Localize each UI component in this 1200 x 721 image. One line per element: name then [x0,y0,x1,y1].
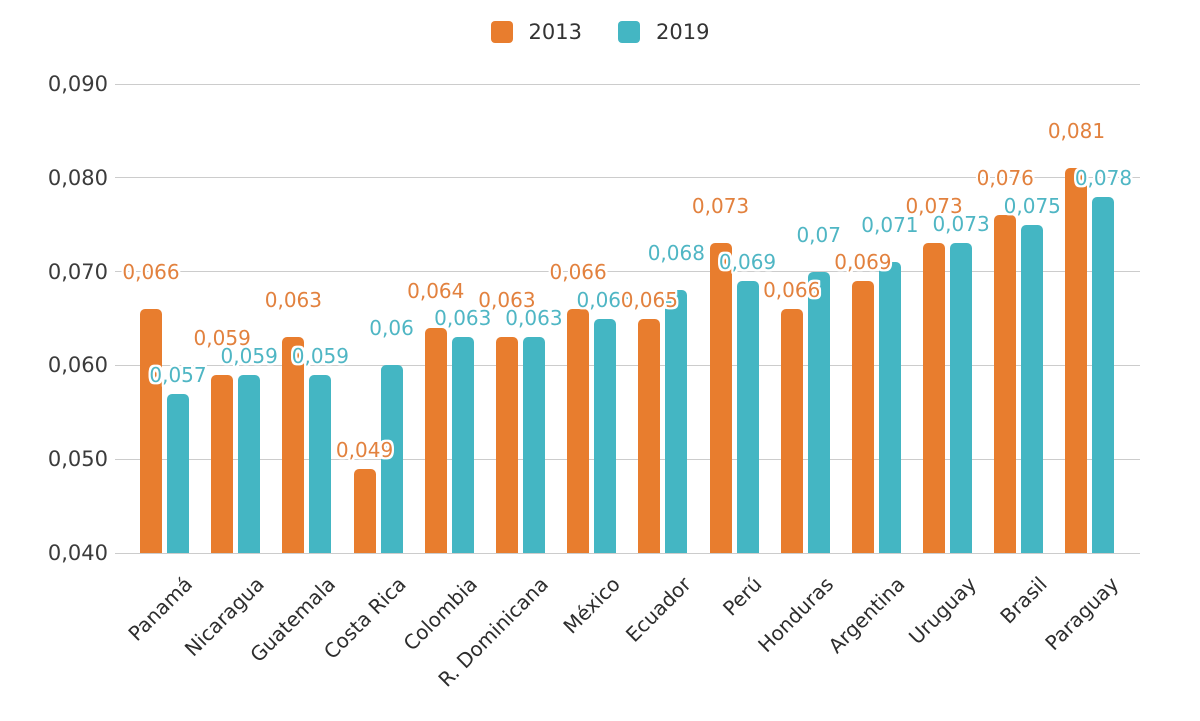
bar-2013 [282,337,305,553]
bar-value-label-2013: 0,063 [478,288,536,313]
legend-item-2013: 2013 [490,20,582,44]
gridline [115,271,1140,273]
bar-2013 [709,243,732,553]
y-axis-tick-label: 0,040 [47,541,108,565]
x-axis-category-label: Ecuador [621,572,696,647]
bar-value-label-2013: 0,066 [763,278,821,303]
legend-item-2019: 2019 [618,20,709,44]
legend-swatch-2019 [618,21,640,43]
bar-2013 [780,309,803,553]
chart-legend: 2013 2019 [0,14,1200,50]
gridline [115,83,1140,85]
y-axis-tick-label: 0,050 [47,447,108,472]
x-axis-category-label: Paraguay [1039,572,1123,655]
bar-2019 [950,243,973,553]
bar-value-label-2013: 0,076 [976,166,1034,191]
x-axis-category-label: Panamá [123,572,198,646]
bar-value-label-2019: 0,06 [369,316,414,341]
bar-2019 [878,262,901,553]
bar-2013 [211,374,234,553]
bar-value-label-2013: 0,063 [264,288,323,313]
bar-2019 [451,337,474,553]
bar-2013 [567,309,590,553]
bar-value-label-2019: 0,07 [796,222,841,247]
bar-value-label-2013: 0,066 [549,260,607,285]
bar-value-label-2013: 0,081 [1047,119,1106,144]
bar-2013 [1065,168,1088,553]
bar-value-label-2013: 0,049 [335,437,394,462]
bar-2019 [1021,224,1044,553]
bar-2013 [638,318,661,553]
legend-label-2019: 2019 [656,20,710,44]
bar-value-label-2019: 0,069 [718,249,777,274]
x-axis-category-label: Brasil [995,572,1052,629]
y-axis-tick-label: 0,080 [47,165,108,190]
legend-label-2013: 2013 [528,20,582,44]
bar-value-label-2019: 0,071 [861,213,919,238]
bar-value-label-2019: 0,078 [1074,165,1133,190]
bar-2013 [495,337,518,553]
bar-value-label-2013: 0,066 [122,260,180,285]
x-axis-category-label: Argentina [823,572,910,658]
bar-value-label-2013: 0,059 [193,325,251,350]
x-axis-category-label: Honduras [753,572,839,658]
bar-value-label-2019: 0,063 [434,306,492,331]
bar-value-label-2013: 0,069 [834,249,892,274]
bar-value-label-2019: 0,059 [220,343,278,368]
bar-value-label-2013: 0,065 [620,287,678,312]
y-axis-tick-label: 0,060 [47,353,108,378]
bar-2019 [736,280,759,553]
gridline [115,177,1140,179]
bar-value-label-2013: 0,064 [407,278,465,303]
bar-2019 [238,374,261,553]
bar-2019 [594,318,617,553]
bar-value-label-2019: 0,059 [291,343,350,368]
bar-value-label-2019: 0,068 [647,241,705,266]
legend-swatch-2013 [490,21,513,43]
bar-value-label-2019: 0,073 [932,212,990,237]
bar-2019 [522,337,545,553]
x-axis-category-label: Uruguay [903,572,981,650]
bar-2013 [424,327,447,553]
bar-2013 [923,243,946,553]
x-axis-category-label: Perú [718,572,768,621]
bar-2019 [665,290,688,553]
y-axis-tick-label: 0,090 [47,72,108,96]
gridline [115,364,1140,366]
bar-2013 [353,468,376,553]
bar-2019 [1092,196,1115,553]
bar-2019 [807,271,830,553]
bar-2019 [309,374,332,553]
x-axis-category-label: México [558,572,625,639]
bar-2019 [167,393,189,553]
bar-2019 [380,365,403,553]
gridline [115,458,1140,460]
gridline [115,552,1140,554]
bar-2013 [140,309,162,553]
bar-value-label-2019: 0,075 [1003,193,1061,218]
y-axis-tick-label: 0,070 [47,259,108,284]
bar-2013 [851,280,874,553]
bar-2013 [994,215,1017,553]
bar-value-label-2013: 0,073 [905,194,963,219]
bar-value-label-2019: 0,063 [505,306,563,331]
bar-value-label-2013: 0,073 [691,194,750,219]
bar-value-label-2019: 0,065 [576,287,634,312]
bar-value-label-2019: 0,057 [149,362,207,387]
